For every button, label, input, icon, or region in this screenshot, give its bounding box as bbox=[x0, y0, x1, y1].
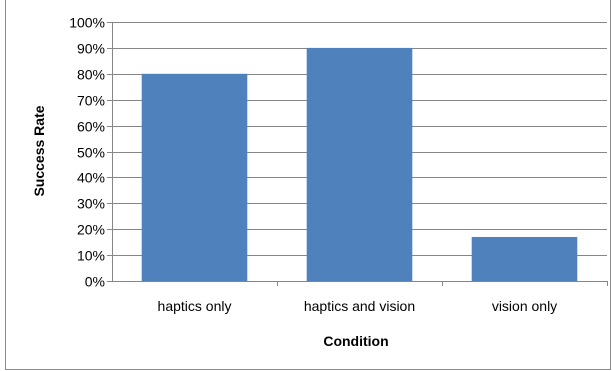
y-tick-label: 20% bbox=[77, 222, 105, 238]
bar bbox=[471, 236, 578, 281]
y-tick-label: 30% bbox=[77, 196, 105, 212]
x-tick-label: vision only bbox=[492, 298, 557, 314]
x-tick-label: haptics and vision bbox=[304, 298, 415, 314]
x-axis-title: Condition bbox=[323, 333, 388, 349]
chart-area: 0% 10% 20% 30% 40% 50% 60% 70% 80% 90% 100% haptics… bbox=[5, 0, 611, 370]
y-axis-title: Success Rate bbox=[31, 105, 47, 196]
bar bbox=[306, 47, 413, 282]
y-tick-label: 40% bbox=[77, 170, 105, 186]
y-tick-label: 90% bbox=[77, 41, 105, 57]
axes bbox=[107, 22, 608, 286]
bars bbox=[141, 47, 578, 282]
y-tick-label: 100% bbox=[69, 15, 105, 31]
x-tick-label: haptics only bbox=[158, 298, 232, 314]
y-tick-label: 80% bbox=[77, 67, 105, 83]
y-tick-label: 50% bbox=[77, 145, 105, 161]
bar-chart: 0% 10% 20% 30% 40% 50% 60% 70% 80% 90% 100% haptics… bbox=[31, 15, 608, 349]
y-tick-label: 60% bbox=[77, 119, 105, 135]
y-tick-label: 0% bbox=[85, 274, 105, 290]
y-tick-label: 10% bbox=[77, 248, 105, 264]
y-tick-label: 70% bbox=[77, 93, 105, 109]
bar bbox=[141, 73, 248, 281]
tick-labels: 0% 10% 20% 30% 40% 50% 60% 70% 80% 90% 100% haptics… bbox=[69, 15, 557, 315]
